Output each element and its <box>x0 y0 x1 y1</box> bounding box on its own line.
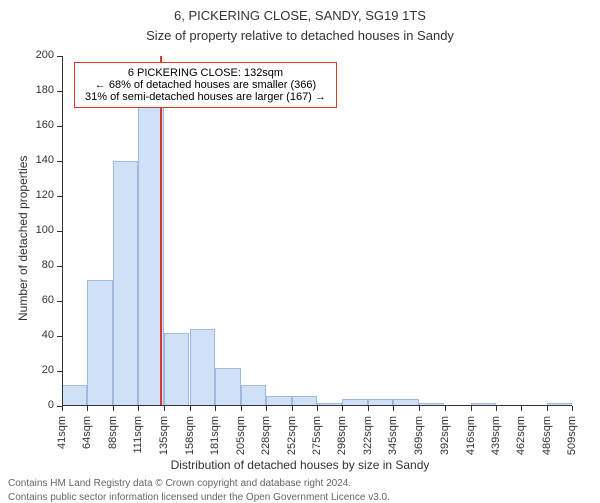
x-tick-label: 64sqm <box>81 416 93 449</box>
x-tick-label: 135sqm <box>158 416 170 455</box>
x-tick-label: 205sqm <box>235 416 247 455</box>
x-tick-label: 509sqm <box>566 416 578 455</box>
x-tick-label: 345sqm <box>387 416 399 455</box>
histogram-bar <box>215 368 241 407</box>
x-tick-label: 392sqm <box>439 416 451 455</box>
x-tick-label: 462sqm <box>515 416 527 455</box>
x-tick-label: 41sqm <box>56 416 68 449</box>
y-tick-label: 0 <box>24 399 54 411</box>
x-tick-label: 486sqm <box>541 416 553 455</box>
x-tick-label: 111sqm <box>132 416 144 454</box>
histogram-bar <box>241 385 266 406</box>
x-tick-label: 88sqm <box>107 416 119 449</box>
histogram-bar <box>113 161 138 406</box>
y-tick-label: 160 <box>24 119 54 131</box>
x-tick-label: 298sqm <box>336 416 348 455</box>
histogram-bar <box>62 385 87 406</box>
footer-line-2: Contains public sector information licen… <box>8 492 390 503</box>
x-tick-label: 439sqm <box>490 416 502 455</box>
y-axis-label: Number of detached properties <box>16 156 30 321</box>
property-marker-line <box>160 56 162 406</box>
y-axis <box>62 56 63 406</box>
histogram-plot: 02040608010012014016018020041sqm64sqm88s… <box>62 56 572 406</box>
histogram-bar <box>190 329 215 406</box>
y-tick-label: 40 <box>24 329 54 341</box>
annotation-line: 31% of semi-detached houses are larger (… <box>85 91 326 103</box>
y-tick-label: 20 <box>24 364 54 376</box>
annotation-box: 6 PICKERING CLOSE: 132sqm← 68% of detach… <box>74 62 337 108</box>
x-tick-label: 322sqm <box>362 416 374 455</box>
annotation-line: ← 68% of detached houses are smaller (36… <box>85 79 326 91</box>
histogram-bar <box>164 333 189 407</box>
annotation-line: 6 PICKERING CLOSE: 132sqm <box>85 67 326 79</box>
histogram-bar <box>87 280 113 406</box>
footer-line-1: Contains HM Land Registry data © Crown c… <box>8 478 351 489</box>
page-title: 6, PICKERING CLOSE, SANDY, SG19 1TS <box>0 8 600 23</box>
chart-subtitle: Size of property relative to detached ho… <box>0 28 600 43</box>
x-tick-label: 228sqm <box>260 416 272 455</box>
x-tick-label: 369sqm <box>413 416 425 455</box>
y-tick-label: 200 <box>24 49 54 61</box>
x-tick-label: 181sqm <box>209 416 221 455</box>
x-tick-label: 158sqm <box>184 416 196 455</box>
x-tick-label: 416sqm <box>465 416 477 455</box>
x-tick-label: 275sqm <box>311 416 323 455</box>
y-tick-label: 180 <box>24 84 54 96</box>
x-axis-label: Distribution of detached houses by size … <box>0 458 600 472</box>
x-tick-label: 252sqm <box>286 416 298 455</box>
